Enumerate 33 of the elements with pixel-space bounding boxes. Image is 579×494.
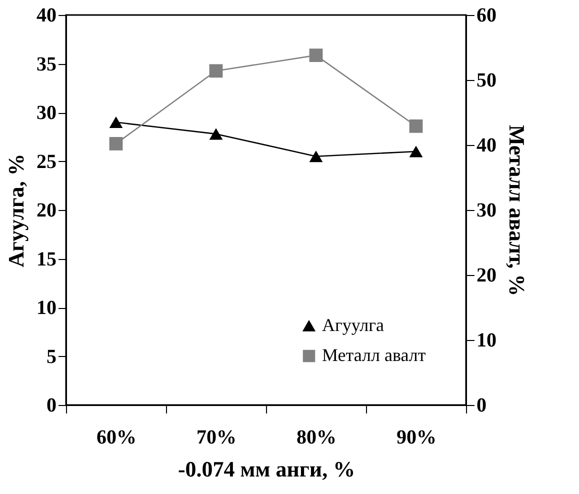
x-tick-label: 90% (396, 426, 436, 448)
y-tick-label: 10 (36, 297, 56, 319)
y-tick-label: 25 (36, 150, 56, 173)
y-tick-label: 0 (46, 394, 56, 416)
point (309, 48, 323, 62)
x-tick-label: 60% (96, 426, 136, 448)
y2-tick-label: 20 (476, 264, 496, 286)
y2-tick-label: 0 (476, 394, 486, 416)
y-tick-label: 40 (36, 4, 56, 26)
y-axis-title: Агуулга, % (4, 154, 28, 268)
point (109, 136, 123, 150)
y2-tick-label: 40 (476, 134, 496, 156)
y2-tick-label: 50 (476, 70, 496, 92)
point (309, 150, 323, 162)
y-tick-label: 20 (36, 200, 56, 222)
legend-label: Агуулга (322, 315, 384, 335)
y2-axis-title: Металл авалт, % (504, 124, 530, 296)
x-tick-label: 70% (196, 426, 236, 448)
point (209, 64, 223, 78)
y2-tick-label: 60 (476, 4, 496, 26)
y2-tick-label: 30 (476, 200, 496, 222)
x-tick-label: 80% (296, 426, 336, 448)
y-tick-label: 35 (36, 53, 56, 76)
x-axis-title: -0.074 мм анги, % (178, 456, 356, 482)
y-tick-label: 5 (46, 346, 56, 368)
y-tick-label: 30 (36, 102, 56, 124)
point (109, 116, 123, 128)
point (409, 119, 423, 133)
y2-tick-label: 10 (476, 330, 496, 352)
point (209, 128, 223, 140)
y-tick-label: 15 (36, 248, 56, 270)
legend-label: Металл авалт (322, 345, 426, 365)
point (409, 146, 423, 158)
